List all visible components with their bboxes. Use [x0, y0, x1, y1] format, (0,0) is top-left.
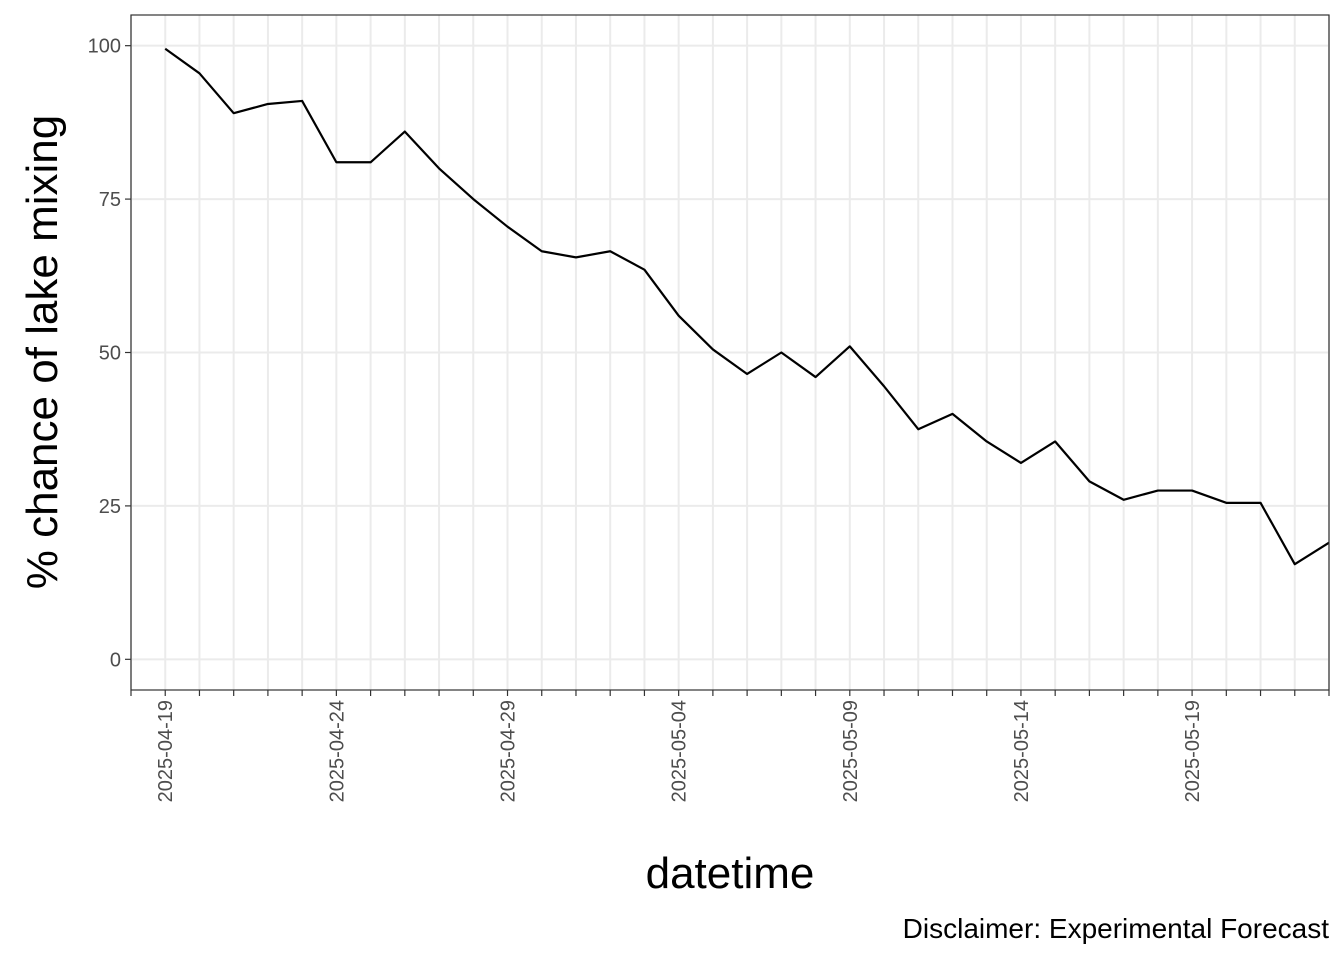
x-axis: 2025-04-19 2025-04-24 2025-04-29 2025-05-04… — [130, 690, 1330, 802]
y-tick-label: 0 — [110, 649, 121, 671]
x-tick-label: 2025-04-19 — [155, 700, 177, 802]
x-tick-label: 2025-05-19 — [1182, 700, 1204, 802]
x-tick-label: 2025-04-29 — [498, 700, 520, 802]
gridlines — [130, 15, 1330, 690]
data-series — [164, 47, 1330, 566]
x-tick-label: 2025-05-04 — [669, 700, 691, 802]
caption-disclaimer: Disclaimer: Experimental Forecast — [903, 913, 1330, 944]
y-tick-label: 100 — [88, 36, 121, 58]
y-axis-title: % chance of lake mixing — [18, 115, 67, 589]
y-axis: 0 25 50 75 100 — [88, 36, 131, 671]
y-tick-label: 50 — [99, 343, 121, 365]
x-axis-title: datetime — [646, 849, 815, 898]
x-tick-label: 2025-05-14 — [1011, 700, 1033, 802]
x-tick-label: 2025-04-24 — [326, 700, 348, 802]
y-tick-label: 25 — [99, 496, 121, 518]
series-line — [164, 47, 1330, 566]
x-tick-label: 2025-05-09 — [840, 700, 862, 802]
y-tick-label: 75 — [99, 189, 121, 211]
